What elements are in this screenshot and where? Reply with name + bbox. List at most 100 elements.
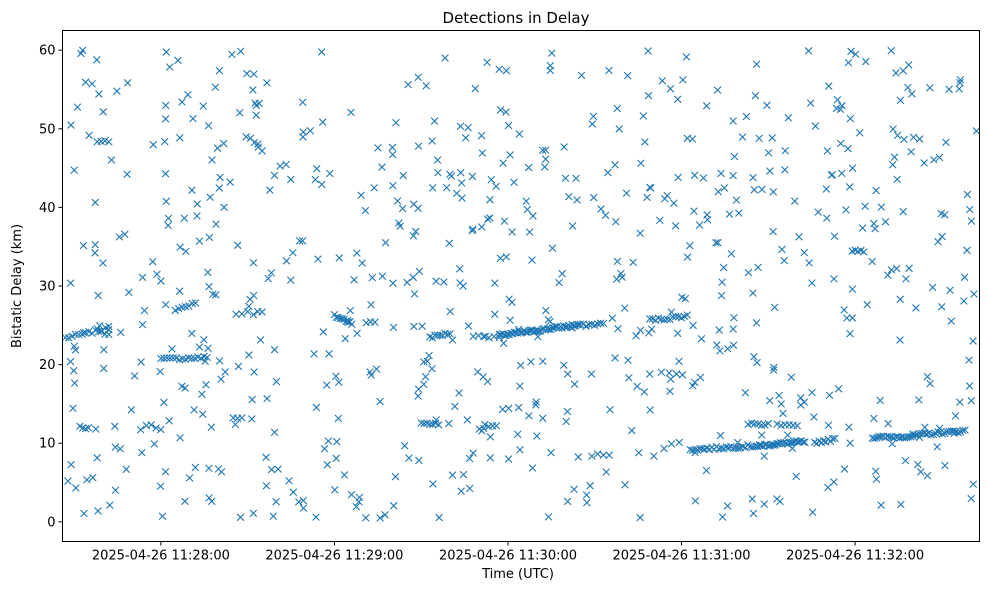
detection-point — [393, 197, 402, 205]
detection-point — [725, 210, 734, 218]
detection-point — [411, 227, 420, 236]
detection-point — [951, 412, 960, 420]
detection-point — [100, 345, 108, 354]
detection-point — [425, 351, 433, 360]
detection-point — [116, 328, 125, 337]
detection-point — [231, 420, 240, 429]
detection-point — [755, 134, 763, 143]
detection-point — [306, 126, 315, 135]
detection-point — [629, 258, 637, 267]
detection-point — [236, 513, 245, 522]
detection-point — [405, 454, 413, 462]
detection-point — [663, 191, 672, 200]
detection-point — [465, 484, 474, 493]
detection-point — [148, 257, 157, 266]
detection-point — [876, 396, 885, 405]
detection-point — [506, 316, 514, 325]
detection-point — [718, 278, 726, 286]
detection-point — [887, 46, 896, 55]
detection-point — [683, 311, 692, 319]
detection-point — [99, 259, 107, 267]
detection-point — [91, 249, 99, 257]
detection-point — [428, 184, 437, 192]
detection-point — [483, 58, 491, 67]
detection-point — [282, 257, 291, 265]
detection-point — [215, 357, 224, 365]
detection-point — [434, 168, 442, 177]
detection-point — [249, 258, 258, 267]
detection-point — [91, 198, 100, 207]
detection-point — [232, 310, 240, 319]
detection-point — [289, 248, 297, 257]
detection-point — [538, 414, 547, 423]
detection-point — [810, 438, 819, 447]
detection-point — [863, 300, 871, 309]
detection-point — [220, 203, 228, 212]
detection-point — [593, 450, 602, 458]
detection-point — [904, 61, 913, 69]
detection-point — [844, 58, 853, 67]
detection-point — [568, 222, 577, 230]
detection-point — [613, 104, 622, 113]
detection-point — [923, 471, 932, 480]
detection-point — [198, 410, 207, 418]
detection-point — [289, 488, 298, 496]
detection-point — [320, 444, 329, 453]
detection-point — [163, 354, 171, 362]
detection-point — [612, 275, 621, 283]
detection-point — [421, 372, 430, 381]
detection-point — [972, 127, 981, 135]
detection-point — [766, 167, 774, 175]
detection-point — [122, 465, 131, 474]
detection-point — [636, 513, 644, 522]
detection-point — [432, 416, 440, 424]
detection-point — [669, 312, 677, 321]
detection-point — [937, 302, 946, 311]
detection-point — [439, 278, 448, 286]
x-tick-label: 2025-04-26 11:31:00 — [613, 549, 751, 564]
detection-point — [477, 427, 486, 435]
detection-point — [417, 419, 425, 427]
detection-point — [435, 513, 443, 522]
detection-point — [370, 183, 379, 192]
detection-point — [414, 73, 423, 82]
detection-point — [884, 271, 892, 279]
detection-point — [760, 500, 769, 508]
detection-point — [563, 497, 572, 506]
detection-point — [175, 287, 184, 295]
detection-point — [568, 324, 577, 332]
detection-point — [546, 61, 555, 70]
detection-point — [587, 370, 596, 378]
detection-point — [967, 396, 976, 405]
detection-point — [207, 423, 216, 431]
detection-point — [828, 434, 837, 443]
detection-point — [175, 134, 184, 142]
detection-point — [492, 421, 501, 430]
detection-point — [500, 217, 509, 225]
detection-point — [763, 101, 771, 110]
detection-point — [492, 182, 500, 191]
detection-point — [730, 313, 738, 322]
detection-point — [800, 248, 809, 257]
detection-point — [138, 320, 147, 329]
detection-point — [459, 282, 467, 290]
detection-point — [848, 164, 857, 172]
detection-point — [742, 112, 751, 121]
detection-point — [204, 268, 212, 277]
detection-point — [960, 273, 969, 282]
detection-point — [73, 103, 82, 111]
detection-point — [679, 76, 687, 84]
detection-point — [80, 509, 88, 518]
detection-point — [368, 273, 377, 282]
detection-point — [769, 366, 778, 374]
detection-point — [140, 306, 149, 315]
detection-point — [588, 120, 597, 128]
detection-point — [583, 498, 591, 507]
detection-point — [115, 233, 124, 241]
detection-point — [415, 267, 424, 276]
detection-point — [448, 336, 457, 344]
y-axis: 0 10 20 30 40 50 60 — [39, 44, 63, 530]
detection-point — [158, 512, 167, 521]
detection-point — [168, 345, 176, 353]
